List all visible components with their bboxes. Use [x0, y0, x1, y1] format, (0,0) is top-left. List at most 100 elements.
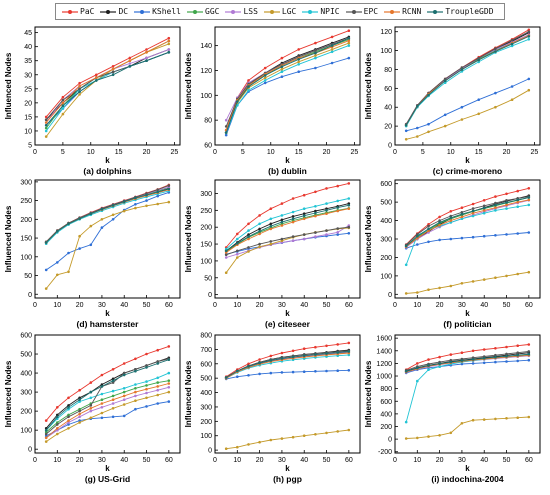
data-point: [44, 118, 48, 121]
data-point: [302, 354, 306, 358]
data-point: [67, 396, 70, 400]
data-point: [100, 402, 104, 405]
data-point: [438, 365, 441, 368]
data-point: [494, 50, 497, 53]
data-point: [325, 212, 328, 215]
data-point: [505, 274, 508, 278]
data-point: [145, 364, 148, 367]
x-tick-label: 0: [393, 302, 397, 309]
data-point: [516, 200, 519, 204]
data-point: [122, 373, 126, 377]
y-axis-label: Influenced Nodes: [364, 360, 373, 427]
data-point: [482, 356, 486, 360]
data-point: [336, 343, 340, 346]
data-point: [134, 203, 137, 206]
data-point: [145, 366, 148, 369]
data-point: [297, 63, 301, 66]
data-point: [44, 115, 48, 119]
data-point: [111, 213, 115, 217]
data-point: [145, 352, 148, 356]
data-point: [61, 98, 65, 102]
x-tick-label: 30: [98, 457, 106, 464]
data-point: [297, 48, 301, 51]
data-point: [224, 256, 228, 259]
series-line-NPIC: [45, 372, 169, 431]
y-tick-label: 600: [380, 181, 392, 188]
y-tick-label: 10: [24, 128, 32, 135]
data-point: [167, 51, 171, 54]
legend-label: LSS: [243, 7, 258, 16]
x-tick-label: 50: [503, 457, 511, 464]
data-point: [449, 358, 453, 362]
legend-swatch-icon: [302, 9, 319, 14]
data-point: [302, 370, 306, 374]
data-point: [314, 54, 317, 57]
y-tick-label: 0: [388, 143, 392, 150]
data-point: [247, 250, 250, 253]
data-point: [443, 79, 447, 83]
data-point: [224, 131, 228, 134]
series-line-TroupleGDD: [405, 197, 529, 247]
data-point: [471, 214, 475, 218]
data-point: [280, 218, 284, 222]
data-point: [280, 351, 284, 355]
series-line-LGC: [406, 416, 529, 439]
series-line-EPC: [405, 196, 529, 246]
legend-swatch-icon: [225, 9, 242, 14]
x-tick-label: 10: [87, 149, 95, 156]
data-point: [482, 361, 486, 365]
subplot-title: (a) dolphins: [83, 166, 131, 176]
y-tick-label: 0: [388, 437, 392, 444]
data-point: [134, 390, 137, 394]
data-point: [482, 278, 486, 281]
y-tick-label: 500: [200, 376, 212, 383]
data-point: [167, 345, 171, 348]
data-point: [111, 218, 115, 221]
data-point: [416, 233, 419, 236]
data-point: [156, 388, 159, 392]
series-line-KShell: [406, 78, 529, 132]
data-point: [325, 233, 328, 236]
data-point: [325, 431, 328, 435]
data-point: [67, 423, 70, 426]
data-point: [269, 222, 273, 226]
data-point: [89, 381, 93, 384]
data-point: [78, 234, 81, 238]
legend-item: PaC: [62, 7, 94, 16]
subplot-6: 0 100 200 300 400 500 600 0 10 20 30 40 50 60 k Influen…: [4, 333, 181, 484]
data-point: [527, 38, 531, 41]
y-tick-label: 120: [200, 68, 212, 75]
y-tick-label: 20: [24, 100, 32, 107]
data-point: [236, 252, 239, 256]
data-point: [247, 362, 250, 366]
data-point: [145, 48, 148, 51]
x-tick-label: 5: [421, 149, 425, 156]
series-line-LGC: [45, 43, 169, 137]
data-point: [156, 348, 159, 352]
series-line-TroupleGDD: [45, 188, 169, 243]
data-point: [427, 240, 430, 244]
y-tick-label: 200: [380, 255, 392, 262]
data-point: [156, 362, 159, 365]
legend-label: RCNN: [402, 7, 422, 16]
y-axis-label: Influenced Nodes: [364, 52, 373, 119]
data-point: [505, 233, 508, 236]
data-point: [280, 220, 284, 224]
data-point: [258, 440, 261, 444]
data-point: [167, 39, 171, 43]
data-point: [471, 362, 475, 365]
data-point: [280, 371, 284, 374]
x-tick-label: 40: [120, 457, 128, 464]
data-point: [111, 368, 115, 371]
data-point: [404, 263, 408, 267]
x-tick-label: 0: [33, 457, 37, 464]
x-axis-label: k: [465, 309, 470, 318]
data-point: [122, 362, 126, 365]
data-point: [145, 391, 148, 395]
data-point: [280, 70, 284, 73]
y-tick-label: 50: [204, 275, 212, 282]
x-tick-label: 20: [76, 302, 84, 309]
data-point: [494, 347, 497, 350]
data-point: [263, 76, 267, 80]
data-point: [156, 376, 159, 380]
